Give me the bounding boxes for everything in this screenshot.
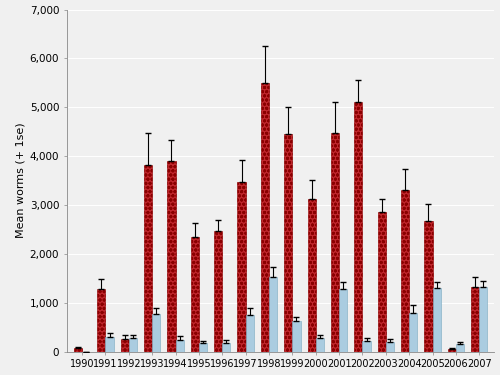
- Bar: [354, 102, 362, 352]
- Bar: [401, 190, 409, 352]
- Bar: [480, 287, 488, 352]
- Bar: [129, 338, 137, 352]
- Bar: [432, 288, 440, 352]
- Bar: [339, 289, 347, 352]
- Bar: [74, 348, 82, 352]
- Bar: [269, 276, 277, 352]
- Bar: [362, 340, 370, 352]
- Bar: [308, 199, 316, 352]
- Y-axis label: Mean worms (+ 1se): Mean worms (+ 1se): [16, 123, 26, 238]
- Bar: [222, 342, 230, 352]
- Bar: [261, 83, 269, 352]
- Bar: [284, 134, 292, 352]
- Bar: [176, 340, 184, 352]
- Bar: [238, 182, 246, 352]
- Bar: [168, 161, 175, 352]
- Bar: [152, 314, 160, 352]
- Bar: [331, 133, 339, 352]
- Bar: [199, 344, 207, 352]
- Bar: [190, 237, 199, 352]
- Bar: [246, 315, 254, 352]
- Bar: [97, 289, 106, 352]
- Bar: [316, 338, 324, 352]
- Bar: [378, 213, 386, 352]
- Bar: [424, 221, 432, 352]
- Bar: [386, 342, 394, 352]
- Bar: [120, 339, 129, 352]
- Bar: [448, 350, 456, 352]
- Bar: [292, 321, 300, 352]
- Bar: [144, 165, 152, 352]
- Bar: [214, 231, 222, 352]
- Bar: [409, 313, 418, 352]
- Bar: [456, 344, 464, 352]
- Bar: [106, 337, 114, 352]
- Bar: [471, 287, 480, 352]
